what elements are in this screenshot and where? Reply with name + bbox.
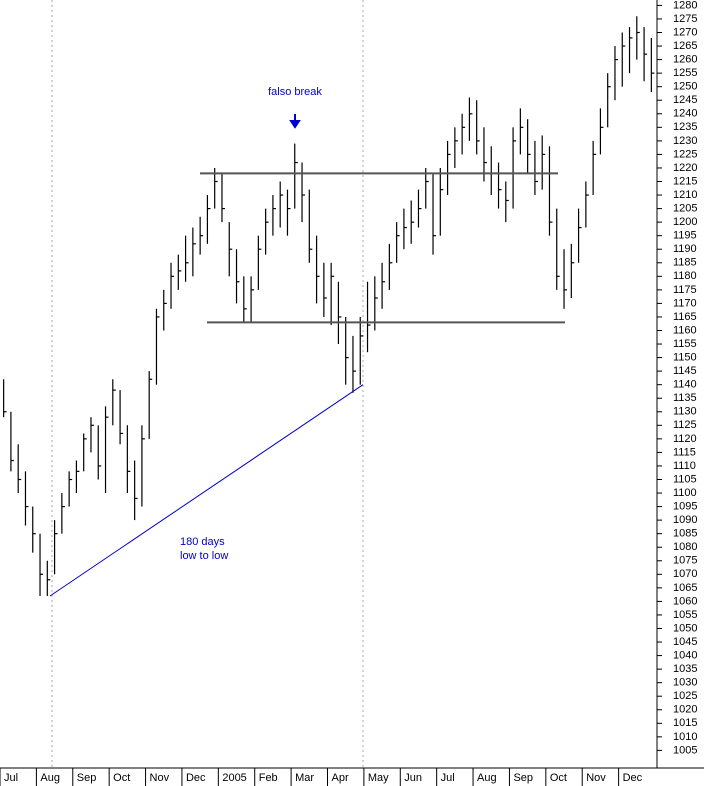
x-tick-label: May [368,772,389,784]
x-tick-label: Jul [441,772,455,784]
y-tick-label: 1145 [673,365,697,377]
x-tick-label: Sep [77,772,97,784]
y-tick-label: 1160 [673,324,697,336]
y-tick-label: 1115 [673,446,696,458]
y-tick-label: 1015 [673,717,697,729]
x-tick-label: Oct [113,772,130,784]
y-tick-label: 1070 [673,568,697,580]
y-tick-label: 1020 [673,704,697,716]
y-tick-label: 1270 [673,26,697,38]
y-tick-label: 1180 [673,270,697,282]
y-tick-label: 1075 [673,555,697,567]
y-tick-label: 1275 [673,13,697,25]
annotation-arrow [289,114,301,129]
y-tick-label: 1215 [673,175,697,187]
y-tick-label: 1195 [673,230,697,242]
x-tick-label: Aug [40,772,60,784]
y-tick-label: 1025 [673,690,697,702]
y-tick-label: 1260 [673,54,697,66]
y-tick-label: 1185 [673,257,697,269]
y-tick-label: 1060 [673,595,697,607]
y-tick-label: 1120 [673,433,697,445]
y-tick-label: 1125 [673,419,697,431]
y-tick-label: 1235 [673,121,697,133]
y-tick-label: 1220 [673,162,697,174]
y-tick-label: 1210 [673,189,697,201]
y-tick-label: 1175 [673,284,697,296]
y-tick-label: 1190 [673,243,697,255]
x-tick-label: Apr [332,772,349,784]
y-tick-label: 1100 [673,487,697,499]
y-tick-label: 1050 [673,622,697,634]
x-tick-label: Oct [550,772,567,784]
y-tick-label: 1140 [673,379,697,391]
y-tick-label: 1085 [673,528,697,540]
y-tick-label: 1200 [673,216,697,228]
y-tick-label: 1205 [673,202,697,214]
y-tick-label: 1165 [673,311,697,323]
y-tick-label: 1245 [673,94,697,106]
x-tick-label: Mar [295,772,314,784]
y-tick-label: 1055 [673,609,697,621]
y-tick-label: 1230 [673,135,697,147]
x-tick-label: Sep [513,772,533,784]
y-tick-label: 1095 [673,500,697,512]
y-tick-label: 1065 [673,582,697,594]
y-tick-label: 1090 [673,514,697,526]
x-tick-label: Aug [477,772,497,784]
trendline [49,384,364,597]
y-tick-label: 1005 [673,744,697,756]
y-tick-label: 1155 [673,338,697,350]
annotation: low to low [180,550,228,562]
y-tick-label: 1135 [673,392,697,404]
y-tick-label: 1105 [673,473,697,485]
x-tick-label: Jun [404,772,422,784]
y-tick-label: 1170 [673,297,697,309]
y-tick-label: 1035 [673,663,697,675]
annotation: falso break [268,86,322,98]
y-tick-label: 1110 [673,460,696,472]
y-tick-label: 1240 [673,108,697,120]
x-tick-label: Dec [623,772,643,784]
y-tick-label: 1040 [673,649,697,661]
y-tick-label: 1045 [673,636,697,648]
y-tick-label: 1225 [673,148,697,160]
y-tick-label: 1150 [673,351,697,363]
y-tick-label: 1250 [673,81,697,93]
y-tick-label: 1130 [673,406,697,418]
x-tick-label: Feb [259,772,278,784]
x-tick-label: 2005 [222,772,246,784]
x-tick-label: Nov [586,772,606,784]
y-tick-label: 1265 [673,40,697,52]
x-tick-label: Nov [150,772,170,784]
y-tick-label: 1030 [673,677,697,689]
y-tick-label: 1255 [673,67,697,79]
y-tick-label: 1280 [673,0,697,11]
x-tick-label: Jul [4,772,18,784]
y-tick-label: 1010 [673,731,697,743]
x-tick-label: Dec [186,772,206,784]
y-tick-label: 1080 [673,541,697,553]
annotation: 180 days [180,536,225,548]
